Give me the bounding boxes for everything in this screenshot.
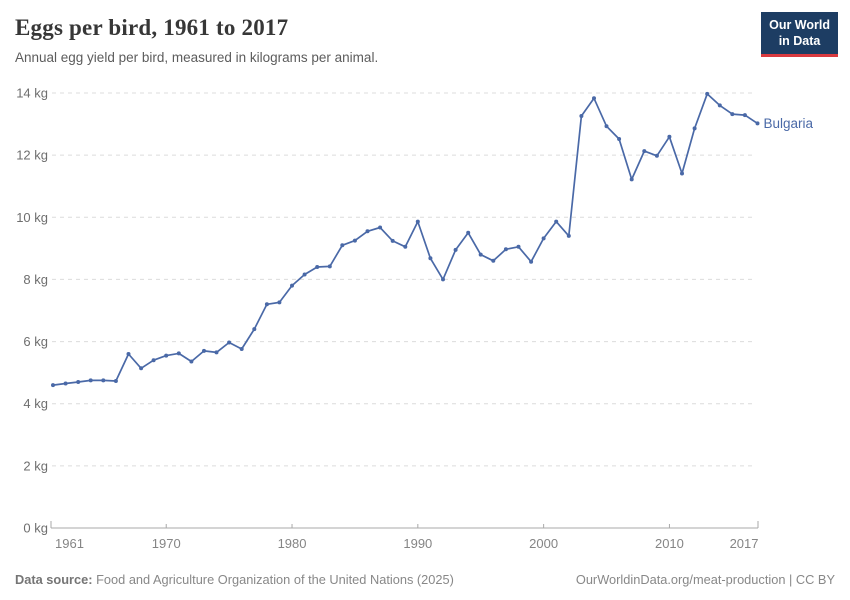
data-point — [151, 358, 156, 363]
data-point — [503, 247, 508, 252]
data-point — [51, 383, 55, 388]
data-point — [516, 244, 521, 249]
data-point — [189, 359, 194, 364]
data-point — [478, 252, 483, 257]
data-point — [63, 381, 68, 386]
data-point — [654, 153, 659, 158]
x-tick-label: 1990 — [403, 536, 432, 551]
data-point — [541, 236, 546, 241]
y-tick-label: 8 kg — [23, 272, 48, 287]
data-point — [390, 238, 395, 243]
data-point — [415, 219, 420, 224]
data-point — [529, 259, 534, 264]
data-point — [176, 351, 181, 356]
x-tick-label: 1961 — [55, 536, 84, 551]
series-label-bulgaria: Bulgaria — [764, 116, 814, 131]
data-point — [202, 348, 206, 353]
data-point — [76, 380, 81, 384]
data-point — [604, 124, 609, 129]
data-point — [277, 300, 282, 305]
data-point — [365, 229, 370, 234]
data-point — [340, 243, 345, 248]
x-tick-label: 2000 — [529, 536, 558, 551]
y-tick-label: 6 kg — [23, 334, 48, 349]
data-point — [717, 103, 722, 108]
y-tick-label: 14 kg — [16, 86, 48, 101]
data-point — [239, 347, 244, 351]
data-point — [352, 238, 357, 243]
y-tick-label: 2 kg — [23, 458, 48, 473]
data-point — [126, 352, 131, 356]
data-point — [101, 378, 106, 383]
data-point — [252, 327, 257, 332]
data-point — [378, 225, 383, 230]
data-point — [441, 277, 445, 282]
data-point — [302, 272, 307, 277]
data-point — [290, 283, 294, 288]
y-tick-label: 12 kg — [16, 148, 48, 163]
data-point — [742, 113, 747, 118]
data-source: Data source: Food and Agriculture Organi… — [15, 572, 454, 587]
data-source-text: Food and Agriculture Organization of the… — [96, 572, 454, 587]
data-point — [579, 114, 584, 118]
owid-logo-line1: Our World — [769, 18, 830, 32]
page-title: Eggs per bird, 1961 to 2017 — [15, 15, 289, 40]
data-point — [327, 264, 332, 269]
data-point — [667, 134, 672, 139]
data-point — [214, 350, 219, 355]
data-point — [428, 256, 433, 261]
data-point — [164, 353, 169, 358]
x-tick-label: 1980 — [278, 536, 307, 551]
data-point — [264, 302, 269, 307]
x-tick-label: 2017 — [730, 536, 759, 551]
data-point — [227, 340, 232, 345]
credit-link: OurWorldinData.org/meat-production | CC … — [575, 572, 835, 587]
data-point — [680, 171, 684, 176]
data-point — [453, 247, 458, 252]
data-point — [692, 126, 697, 131]
x-tick-label: 2010 — [655, 536, 684, 551]
data-point — [315, 265, 320, 269]
x-tick-label: 1970 — [152, 536, 181, 551]
y-tick-label: 4 kg — [23, 396, 48, 411]
data-point — [139, 366, 144, 371]
data-source-label: Data source: — [15, 572, 93, 587]
data-point — [617, 137, 622, 141]
chart-subtitle: Annual egg yield per bird, measured in k… — [15, 50, 379, 65]
data-point — [403, 244, 408, 249]
data-point — [88, 378, 93, 383]
data-point — [629, 177, 634, 182]
data-point — [755, 121, 760, 126]
data-point — [705, 91, 710, 96]
owid-logo: Our World in Data — [761, 12, 838, 57]
owid-logo-line2: in Data — [778, 34, 821, 49]
y-tick-label: 10 kg — [16, 210, 48, 225]
data-point — [113, 379, 118, 383]
data-point — [592, 96, 596, 101]
chart-footer: Data source: Food and Agriculture Organi… — [15, 572, 835, 587]
data-point — [466, 230, 471, 235]
data-point — [491, 258, 496, 263]
y-tick-label: 0 kg — [23, 521, 48, 536]
data-point — [554, 219, 559, 224]
data-point — [642, 149, 647, 154]
data-point — [566, 233, 571, 238]
data-point — [730, 112, 735, 117]
